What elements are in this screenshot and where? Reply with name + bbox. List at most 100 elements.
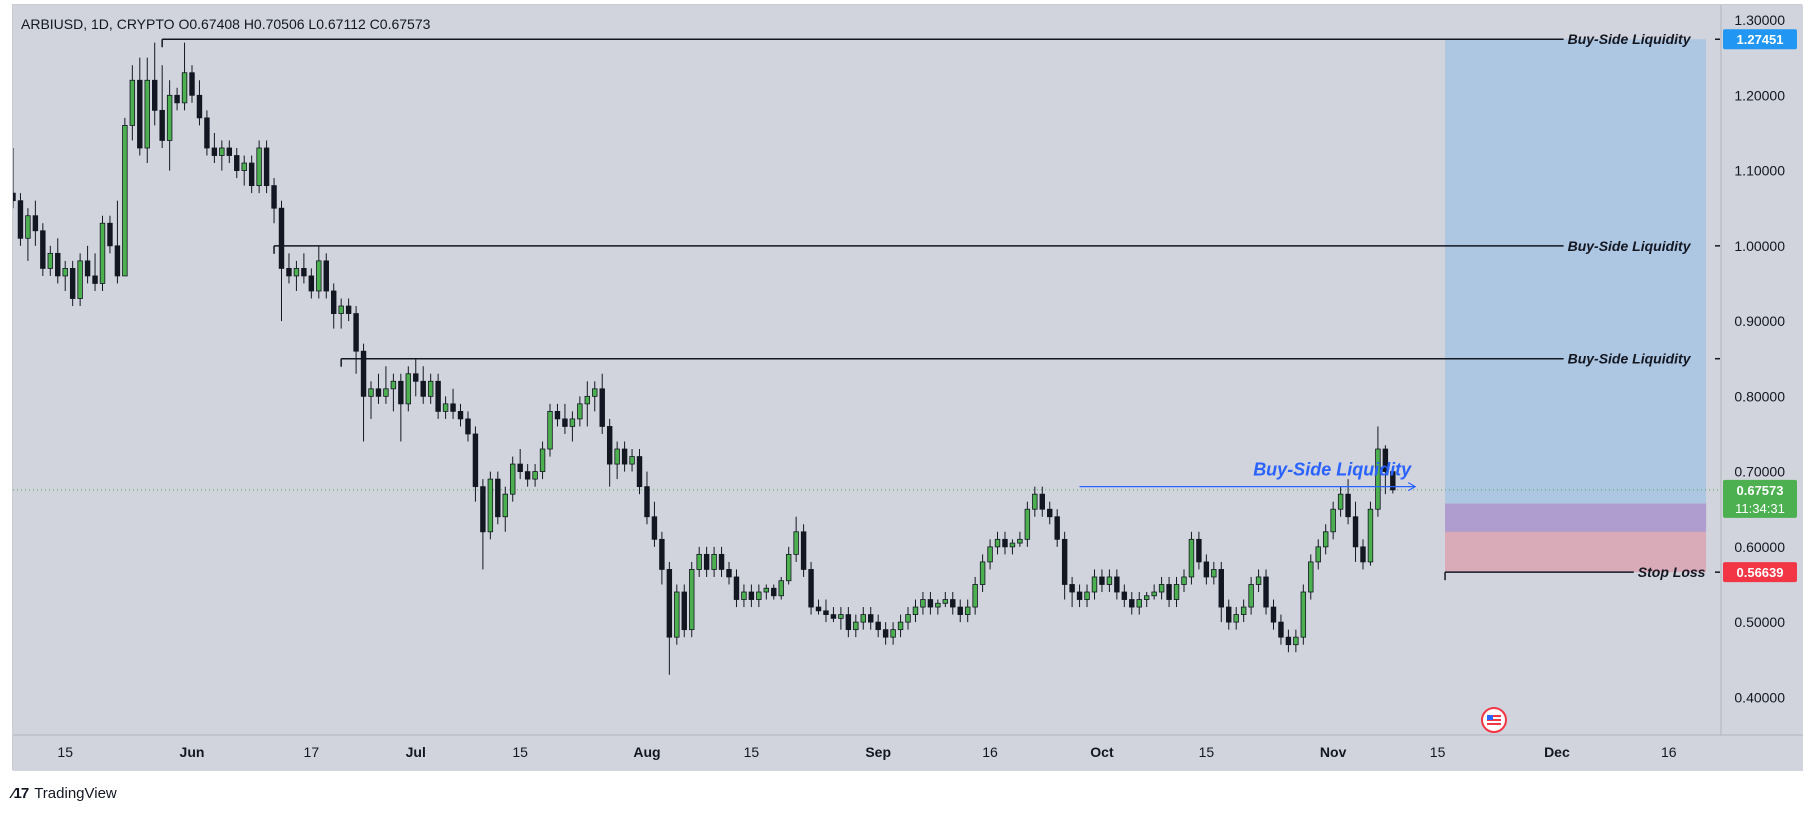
candle-body: [375, 388, 382, 397]
candle-body: [1076, 591, 1083, 600]
candle-body: [577, 403, 583, 420]
candles: [13, 42, 1396, 675]
candle-body: [219, 147, 225, 156]
candle-body: [442, 403, 449, 412]
candle-body: [1367, 508, 1374, 563]
candle-body: [748, 591, 755, 600]
candle-body: [1263, 576, 1269, 608]
candle-body: [420, 380, 426, 397]
candle-body: [539, 448, 546, 472]
candle-body: [629, 456, 635, 465]
candle-body: [427, 380, 434, 397]
candle-body: [1106, 576, 1113, 585]
candle-body: [823, 610, 829, 615]
candle-body: [1002, 538, 1008, 548]
candle-body: [890, 629, 896, 638]
candle-body: [55, 252, 61, 277]
candle-body: [666, 569, 673, 638]
candle-body: [838, 614, 844, 619]
candle-body: [92, 275, 98, 284]
candle-body: [1300, 591, 1307, 638]
candle-body: [114, 245, 121, 277]
candle-body: [987, 546, 993, 563]
time-tick-label: 15: [1199, 744, 1215, 760]
brand-name: TradingView: [34, 784, 117, 802]
candle-body: [897, 621, 904, 631]
candle-body: [510, 463, 516, 495]
candle-body: [1091, 576, 1098, 593]
candle-body: [25, 215, 31, 239]
candle-body: [569, 418, 576, 427]
candle-body: [606, 426, 613, 465]
candle-body: [323, 260, 329, 292]
candle-body: [599, 388, 605, 427]
candle-body: [13, 192, 16, 202]
candle-body: [17, 200, 24, 239]
candle-body: [659, 538, 665, 570]
candle-body: [808, 569, 814, 608]
candle-body: [942, 599, 949, 604]
candle-body: [1181, 576, 1187, 585]
time-axis-bg: [13, 735, 1803, 771]
candle-body: [226, 147, 233, 156]
time-tick-label: 15: [57, 744, 73, 760]
candle-body: [830, 614, 837, 619]
candle-body: [234, 155, 240, 171]
time-tick-label: 15: [512, 744, 528, 760]
candle-body: [1390, 471, 1396, 491]
candle-body: [845, 614, 852, 631]
candle-body: [1166, 584, 1172, 600]
interval-label: 1D: [91, 16, 109, 32]
candle-body: [1054, 516, 1060, 540]
candle-body: [1084, 591, 1090, 600]
candle-body: [853, 621, 859, 631]
candle-body: [1039, 493, 1045, 510]
time-tick-label: Dec: [1544, 744, 1570, 760]
candle-body: [920, 599, 926, 608]
annotation-label: Buy-Side Liquidity: [1253, 460, 1412, 480]
position-zones: [1445, 39, 1707, 573]
candle-body: [1203, 561, 1210, 578]
candle-body: [957, 606, 963, 615]
candle-body: [1375, 448, 1381, 510]
time-tick-label: Jul: [406, 744, 426, 760]
price-tick-label: 0.50000: [1734, 614, 1785, 630]
candle-body: [771, 587, 777, 597]
candle-body: [435, 380, 441, 412]
flag-icon[interactable]: [1481, 707, 1507, 733]
chart-canvas[interactable]: Buy-Side Liquidity Buy-Side Liquidity Buy-…: [13, 5, 1803, 771]
price-tick-label: 0.80000: [1734, 388, 1785, 404]
candle-body: [532, 471, 538, 480]
candle-body: [756, 591, 762, 600]
price-tick-label: 1.00000: [1734, 238, 1785, 254]
candle-body: [1382, 448, 1389, 472]
brand-footer[interactable]: ⁄17 TradingView: [12, 782, 117, 804]
time-tick-label: Nov: [1320, 744, 1347, 760]
candle-body: [614, 448, 620, 465]
candle-body: [882, 629, 889, 638]
candle-body: [301, 268, 307, 277]
candle-body: [718, 553, 725, 570]
target-price-tag-bg: [1723, 29, 1797, 50]
candle-body: [1114, 576, 1120, 593]
candle-body: [554, 410, 561, 420]
entry-zone: [1445, 503, 1707, 532]
candle-body: [151, 79, 158, 111]
candle-body: [912, 606, 919, 615]
candle-body: [711, 553, 717, 570]
candle-body: [681, 591, 687, 631]
candle-body: [480, 486, 486, 533]
candle-body: [360, 350, 367, 397]
candle-body: [241, 162, 247, 171]
time-tick-label: 15: [744, 744, 760, 760]
candle-body: [457, 410, 464, 420]
candle-body: [84, 260, 91, 277]
candle-body: [413, 373, 419, 382]
candle-body: [107, 222, 113, 247]
candle-body: [1337, 493, 1344, 510]
candle-body: [495, 478, 501, 518]
candle-body: [1248, 584, 1254, 608]
chart-frame[interactable]: Buy-Side Liquidity Buy-Side Liquidity Buy-…: [12, 4, 1803, 771]
level-label-1: Buy-Side Liquidity: [1568, 238, 1692, 254]
time-tick-label: 16: [1661, 744, 1677, 760]
